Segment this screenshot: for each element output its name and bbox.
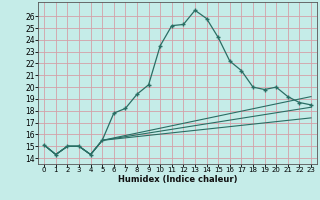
X-axis label: Humidex (Indice chaleur): Humidex (Indice chaleur)	[118, 175, 237, 184]
